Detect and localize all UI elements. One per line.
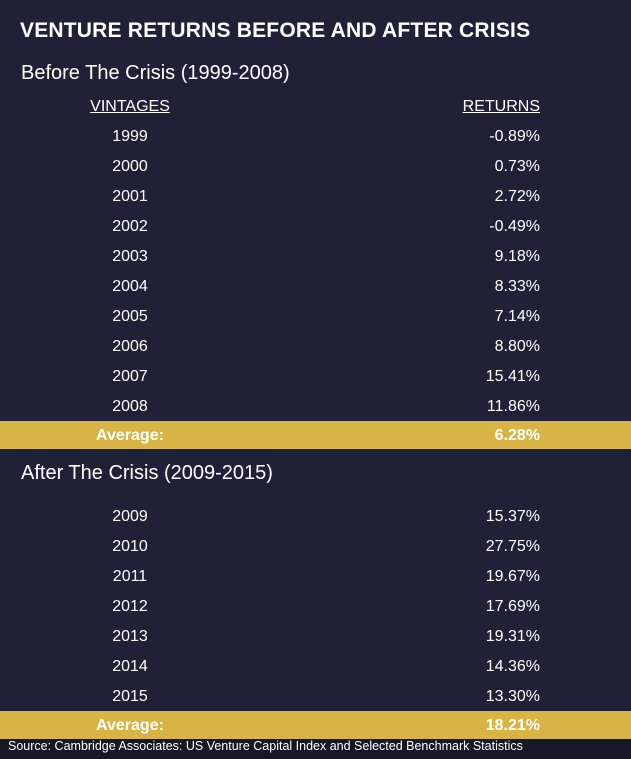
vintage: 2007 [112, 368, 148, 385]
return: 19.31% [485, 628, 540, 645]
average-band [0, 711, 631, 739]
return: 15.41% [485, 368, 540, 385]
section-heading: After The Crisis (2009-2015) [21, 462, 273, 484]
return: 15.37% [485, 508, 540, 525]
return: 19.67% [485, 568, 540, 585]
return: 7.14% [494, 308, 540, 325]
source: Source: Cambridge Associates: US Venture… [8, 739, 523, 753]
title: VENTURE RETURNS BEFORE AND AFTER CRISIS [20, 19, 531, 42]
vintage: 2000 [112, 158, 148, 175]
column-header: VINTAGES [90, 98, 170, 115]
vintage: 2006 [112, 338, 148, 355]
vintage: 2001 [112, 188, 148, 205]
average-value: 6.28% [494, 427, 540, 444]
column-header: RETURNS [462, 98, 540, 115]
average-label: Average: [96, 717, 164, 734]
section-heading: Before The Crisis (1999-2008) [21, 62, 290, 84]
return: 14.36% [485, 658, 540, 675]
return: 0.73% [494, 158, 540, 175]
vintage: 2013 [112, 628, 148, 645]
vintage: 2015 [112, 688, 148, 705]
return: 8.80% [494, 338, 540, 355]
return: 2.72% [494, 188, 540, 205]
return: -0.89% [489, 128, 540, 145]
vintage: 2004 [112, 278, 148, 295]
average-value: 18.21% [485, 717, 540, 734]
vintage: 2012 [112, 598, 148, 615]
vintage: 2014 [112, 658, 148, 675]
return: 17.69% [485, 598, 540, 615]
vintage: 2011 [112, 568, 148, 585]
return: 13.30% [485, 688, 540, 705]
vintage: 1999 [112, 128, 148, 145]
return: 8.33% [494, 278, 540, 295]
vintage: 2008 [112, 398, 148, 415]
return: 11.86% [486, 398, 540, 415]
return: 27.75% [485, 538, 540, 555]
vintage: 2005 [112, 308, 148, 325]
return: -0.49% [489, 218, 540, 235]
average-band [0, 421, 631, 449]
vintage: 2002 [112, 218, 148, 235]
vintage: 2010 [112, 538, 148, 555]
vintage: 2003 [112, 248, 148, 265]
return: 9.18% [494, 248, 540, 265]
average-label: Average: [96, 427, 164, 444]
vintage: 2009 [112, 508, 148, 525]
